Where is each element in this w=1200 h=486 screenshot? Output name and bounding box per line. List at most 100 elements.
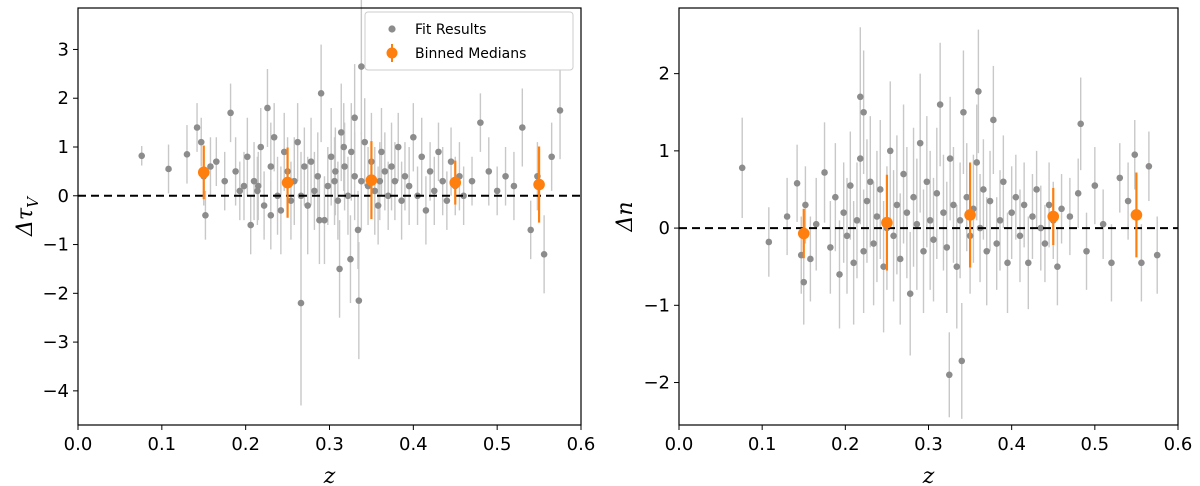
right-fit-point bbox=[1004, 259, 1011, 267]
left-fit-point bbox=[138, 152, 146, 160]
left-fit-point bbox=[344, 192, 352, 200]
right-y-axis-label: Δn bbox=[613, 201, 638, 232]
right-y-tick-label: 0 bbox=[659, 218, 670, 239]
right-fit-point bbox=[946, 155, 954, 162]
left-fit-point bbox=[527, 226, 534, 234]
left-fit-point bbox=[294, 138, 301, 146]
right-fit-point bbox=[1153, 251, 1161, 259]
left-fit-point bbox=[418, 153, 426, 161]
left-fit-point bbox=[250, 177, 258, 185]
right-x-tick-label: 0.6 bbox=[1164, 434, 1193, 455]
left-fit-point bbox=[519, 124, 526, 131]
right-fit-point bbox=[800, 278, 808, 286]
left-fit-point bbox=[405, 182, 413, 190]
right-fit-point bbox=[960, 108, 967, 116]
right-fit-point bbox=[1020, 201, 1028, 209]
right-fit-point bbox=[1077, 120, 1084, 128]
left-fit-point bbox=[477, 119, 484, 126]
left-y-axis-label: ΔτV bbox=[13, 195, 42, 237]
left-fit-point bbox=[493, 187, 501, 195]
right-y-ticks: −2 −1 0 1 2 bbox=[643, 64, 679, 394]
legend-fit-marker bbox=[388, 25, 396, 33]
right-fit-point bbox=[802, 201, 809, 209]
legend: Fit Results Binned Medians bbox=[364, 11, 574, 71]
right-fit-point bbox=[950, 201, 957, 209]
left-y-tick-label: 3 bbox=[58, 39, 69, 60]
legend-box bbox=[364, 11, 574, 71]
right-fit-point bbox=[850, 259, 857, 267]
right-x-tick-label: 0.0 bbox=[665, 434, 694, 455]
right-y-tick-label: −1 bbox=[643, 295, 670, 316]
left-fit-point bbox=[502, 172, 509, 180]
right-fit-point bbox=[847, 182, 854, 189]
right-fit-point bbox=[840, 209, 847, 216]
left-fit-point bbox=[371, 187, 379, 195]
left-fit-point bbox=[301, 163, 308, 170]
right-fit-point bbox=[1033, 186, 1040, 193]
left-fit-point bbox=[240, 182, 248, 190]
right-fit-point bbox=[857, 155, 864, 162]
left-fit-point bbox=[277, 207, 285, 214]
right-fit-point bbox=[857, 93, 864, 101]
left-x-tick-label: 0.2 bbox=[231, 434, 260, 455]
legend-median-label: Binned Medians bbox=[415, 46, 526, 62]
left-fit-point bbox=[422, 207, 430, 214]
left-fit-point bbox=[426, 168, 434, 175]
left-y-tick-label: −1 bbox=[42, 235, 69, 256]
right-fit-point bbox=[1108, 259, 1115, 267]
left-fit-point bbox=[165, 165, 172, 173]
left-fit-point bbox=[355, 297, 363, 304]
left-fit-point bbox=[388, 163, 395, 170]
left-fit-point bbox=[207, 163, 214, 170]
left-fit-point bbox=[197, 138, 205, 146]
right-fit-point bbox=[1045, 201, 1053, 209]
right-fit-point bbox=[821, 169, 828, 176]
right-y-tick-label: −2 bbox=[643, 373, 670, 394]
left-fit-point bbox=[267, 211, 275, 219]
left-fit-point bbox=[337, 129, 345, 136]
right-fit-point bbox=[963, 193, 971, 201]
right-fit-point bbox=[807, 255, 814, 263]
right-fit-point bbox=[876, 186, 884, 193]
left-fit-point bbox=[254, 182, 262, 190]
left-fit-point bbox=[324, 182, 332, 190]
left-panel: 0.0 0.1 0.2 0.3 0.4 0.5 0.6 −4 −3 −2 −1 0 1 2 3 z ΔτV… bbox=[13, 0, 595, 486]
right-fit-point bbox=[1025, 259, 1032, 267]
right-fit-point bbox=[990, 116, 997, 124]
left-x-ticks: 0.0 0.1 0.2 0.3 0.4 0.5 0.6 bbox=[64, 425, 595, 455]
left-fit-point bbox=[193, 124, 201, 131]
right-fit-point bbox=[996, 217, 1004, 224]
left-fit-point bbox=[316, 216, 323, 224]
right-fit-point bbox=[913, 220, 921, 228]
left-fit-point bbox=[311, 187, 318, 195]
right-x-tick-label: 0.1 bbox=[748, 434, 777, 455]
left-fit-point bbox=[304, 202, 312, 209]
right-fit-point bbox=[1074, 190, 1082, 197]
left-fit-point bbox=[340, 143, 348, 151]
right-x-ticks: 0.0 0.1 0.2 0.3 0.4 0.5 0.6 bbox=[665, 425, 1193, 455]
right-fit-point bbox=[886, 147, 894, 155]
left-fit-point bbox=[376, 177, 384, 185]
right-fit-point bbox=[860, 247, 867, 255]
left-fit-point bbox=[267, 163, 275, 170]
right-fit-point bbox=[1000, 178, 1007, 186]
left-fit-point bbox=[351, 172, 358, 180]
left-fit-point bbox=[260, 202, 268, 209]
left-fit-point bbox=[264, 104, 271, 112]
left-fit-point bbox=[410, 133, 417, 141]
right-fit-point bbox=[926, 217, 934, 224]
left-fit-point bbox=[358, 63, 365, 70]
right-fit-point bbox=[832, 193, 839, 201]
left-fit-point bbox=[358, 177, 365, 185]
left-fit-points bbox=[138, 63, 564, 307]
left-x-tick-label: 0.0 bbox=[64, 434, 93, 455]
right-fit-point bbox=[827, 244, 834, 251]
right-fit-point bbox=[958, 357, 966, 365]
left-fit-point bbox=[447, 158, 455, 165]
right-fit-point bbox=[1008, 209, 1015, 216]
right-fit-point bbox=[860, 108, 867, 116]
left-fit-point bbox=[394, 143, 402, 151]
left-fit-point bbox=[297, 299, 305, 307]
left-fit-point bbox=[247, 221, 254, 229]
left-fit-point bbox=[381, 168, 389, 175]
